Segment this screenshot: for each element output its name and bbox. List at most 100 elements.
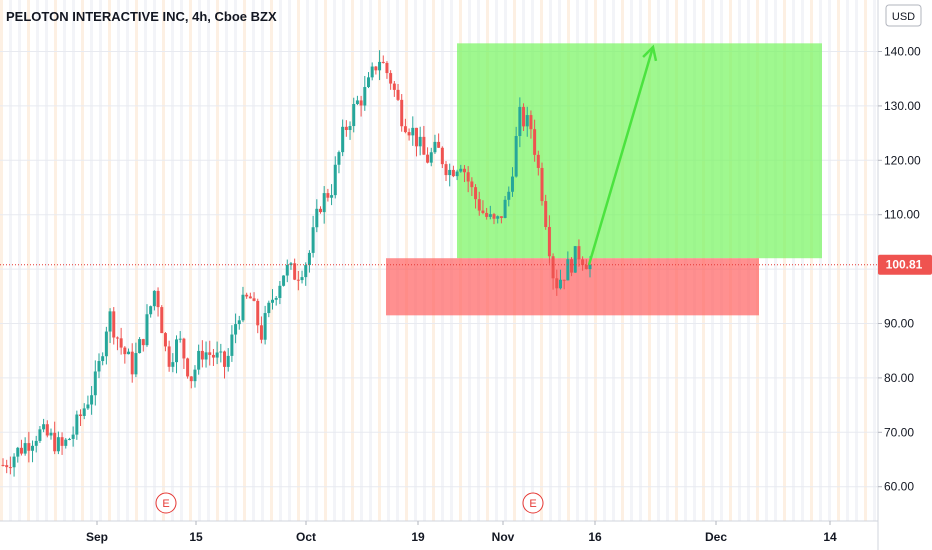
candle-body [307, 252, 311, 266]
session-stripe [189, 0, 192, 521]
session-stripe [36, 0, 39, 521]
candle-body [455, 171, 459, 177]
candle-body [522, 106, 526, 127]
candle-body [171, 362, 175, 367]
candle-body [392, 83, 396, 90]
candle-body [326, 193, 330, 198]
candle-body [245, 294, 249, 297]
candle-body [499, 216, 503, 218]
y-tick-label: 120.00 [884, 153, 921, 167]
candle-body [138, 339, 142, 354]
candle-body [23, 443, 27, 454]
candle-body [466, 172, 470, 182]
session-stripe [225, 0, 228, 521]
session-stripe [360, 0, 363, 521]
candle-body [496, 216, 500, 219]
candle-body [451, 169, 455, 177]
candle-body [448, 169, 452, 176]
time-axis[interactable]: Sep 15 Oct 19 Nov 16 Dec 14 [86, 521, 837, 544]
target-zone[interactable] [457, 43, 822, 259]
candle-body [208, 352, 212, 355]
session-stripe [171, 0, 174, 521]
x-tick-label: Nov [492, 530, 515, 544]
x-tick-label: 16 [588, 530, 602, 544]
session-stripe [801, 0, 804, 521]
arrow-shaft [587, 46, 655, 266]
x-tick-label: 15 [189, 530, 203, 544]
session-stripe [54, 0, 57, 521]
candle-body [547, 226, 551, 257]
candle-body [31, 445, 35, 451]
session-stripe [81, 0, 84, 521]
candle-body [101, 356, 105, 362]
candle-body [226, 355, 230, 367]
currency-label: USD [892, 11, 915, 23]
candle-body [577, 246, 581, 260]
candle-body [130, 351, 134, 375]
candle-body [481, 210, 485, 213]
candle-body [488, 214, 492, 217]
candle-body [200, 350, 204, 360]
candle-body [1, 464, 5, 466]
candle-body [529, 115, 533, 130]
candle-body [422, 136, 426, 155]
candle-body [492, 214, 496, 219]
session-stripe [837, 0, 840, 521]
candle-body [588, 264, 592, 270]
session-stripe [864, 0, 867, 521]
candle-body [42, 424, 46, 430]
candle-body [152, 290, 156, 307]
candle-body [374, 66, 378, 71]
candle-body [12, 456, 16, 468]
session-stripe [108, 0, 111, 521]
candle-body [223, 351, 227, 367]
candle-body [252, 298, 256, 301]
session-stripe [774, 0, 777, 521]
candle-body [570, 259, 574, 273]
projection-arrow[interactable] [587, 44, 658, 266]
candle-body [134, 353, 138, 375]
candle-body [566, 259, 570, 281]
x-tick-label: 19 [411, 530, 425, 544]
candle-body [414, 127, 418, 147]
candle-body [322, 193, 326, 213]
candle-body [182, 338, 186, 359]
arrow-head [642, 44, 658, 62]
candle-body [344, 126, 348, 131]
session-stripe [45, 0, 48, 521]
candle-body [289, 263, 293, 266]
session-stripe [342, 0, 345, 521]
chart-title: PELOTON INTERACTIVE INC, 4h, Cboe BZX [6, 9, 277, 24]
earnings-marker[interactable] [155, 492, 177, 514]
candle-body [90, 395, 94, 405]
candle-body [304, 265, 308, 278]
session-stripe [792, 0, 795, 521]
session-stripe [378, 0, 381, 521]
session-stripe [369, 0, 372, 521]
candle-body [407, 132, 411, 136]
candle-body [518, 106, 522, 137]
session-stripe [198, 0, 201, 521]
candle-body [389, 73, 393, 84]
candle-body [271, 299, 275, 303]
session-stripe [333, 0, 336, 521]
earnings-marker[interactable] [522, 492, 544, 514]
currency-button[interactable]: USD [885, 4, 922, 27]
candle-body [385, 62, 389, 74]
candle-body [259, 325, 263, 340]
candle-body [440, 147, 444, 165]
candle-body [60, 437, 64, 446]
session-stripe [18, 0, 21, 521]
session-stripe [315, 0, 318, 521]
candle-body [263, 313, 267, 340]
session-stripe [207, 0, 210, 521]
candle-body [197, 350, 201, 370]
session-stripe [63, 0, 66, 521]
candle-body [56, 437, 60, 452]
candle-body [27, 443, 31, 451]
candle-body [163, 333, 167, 347]
session-stripe [288, 0, 291, 521]
candle-body [544, 201, 548, 227]
